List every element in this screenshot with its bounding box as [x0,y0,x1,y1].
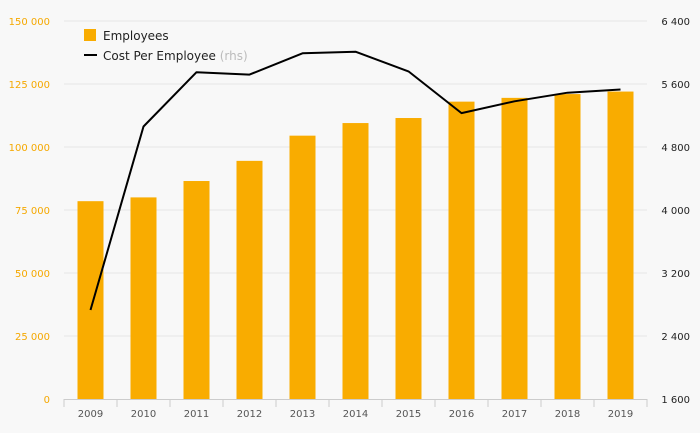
cost-per-employee-line [89,50,621,311]
bar-2009 [77,201,104,399]
right-tick-label: 1 600 [661,395,690,406]
left-tick-label: 50 000 [15,269,50,280]
x-tick-label: 2014 [343,409,368,420]
x-axis: 2009 2010 2011 2012 2013 2014 2015 2016 2017 2018… [63,399,648,420]
right-tick-label: 4 800 [661,143,690,154]
bar-2012 [236,160,263,399]
right-tick-label: 3 200 [661,269,690,280]
legend-employees-label: Employees [103,29,169,43]
cost-line-layer [89,50,621,311]
bar-2015 [395,118,422,400]
x-tick-label: 2011 [184,409,209,420]
bar-2019 [607,91,634,399]
left-tick-label: 25 000 [15,332,50,343]
x-tick-label: 2012 [237,409,262,420]
bar-2018 [554,94,581,399]
left-tick-label: 150 000 [9,17,50,28]
right-tick-label: 5 600 [661,80,690,91]
right-axis: 1 600 2 400 3 200 4 000 4 800 5 600 6 400 [661,17,690,406]
legend-cost-name: Cost Per Employee [103,49,216,63]
x-tick-label: 2017 [502,409,527,420]
x-tick-label: 2016 [449,409,474,420]
legend-cost-label: Cost Per Employee (rhs) [103,49,248,63]
x-tick-label: 2009 [78,409,103,420]
legend-cost-suffix: (rhs) [220,49,248,63]
x-tick-label: 2019 [608,409,633,420]
bar-2011 [183,181,210,399]
bar-2013 [289,135,316,399]
right-tick-label: 4 000 [661,206,690,217]
bar-2016 [448,101,475,399]
employees-bars [77,91,634,400]
left-axis: 0 25 000 50 000 75 000 100 000 125 000 150 000 [9,17,50,406]
left-tick-label: 100 000 [9,143,50,154]
legend: Employees Cost Per Employee (rhs) [84,29,248,63]
x-tick-label: 2018 [555,409,580,420]
x-tick-label: 2010 [131,409,156,420]
right-tick-label: 6 400 [661,17,690,28]
x-tick-label: 2013 [290,409,315,420]
right-tick-label: 2 400 [661,332,690,343]
bar-2010 [130,197,157,399]
left-tick-label: 75 000 [15,206,50,217]
x-tick-label: 2015 [396,409,421,420]
bar-2014 [342,123,369,399]
left-tick-label: 125 000 [9,80,50,91]
bar-2017 [501,97,528,400]
left-tick-label: 0 [44,395,50,406]
legend-employees-swatch [84,29,96,41]
